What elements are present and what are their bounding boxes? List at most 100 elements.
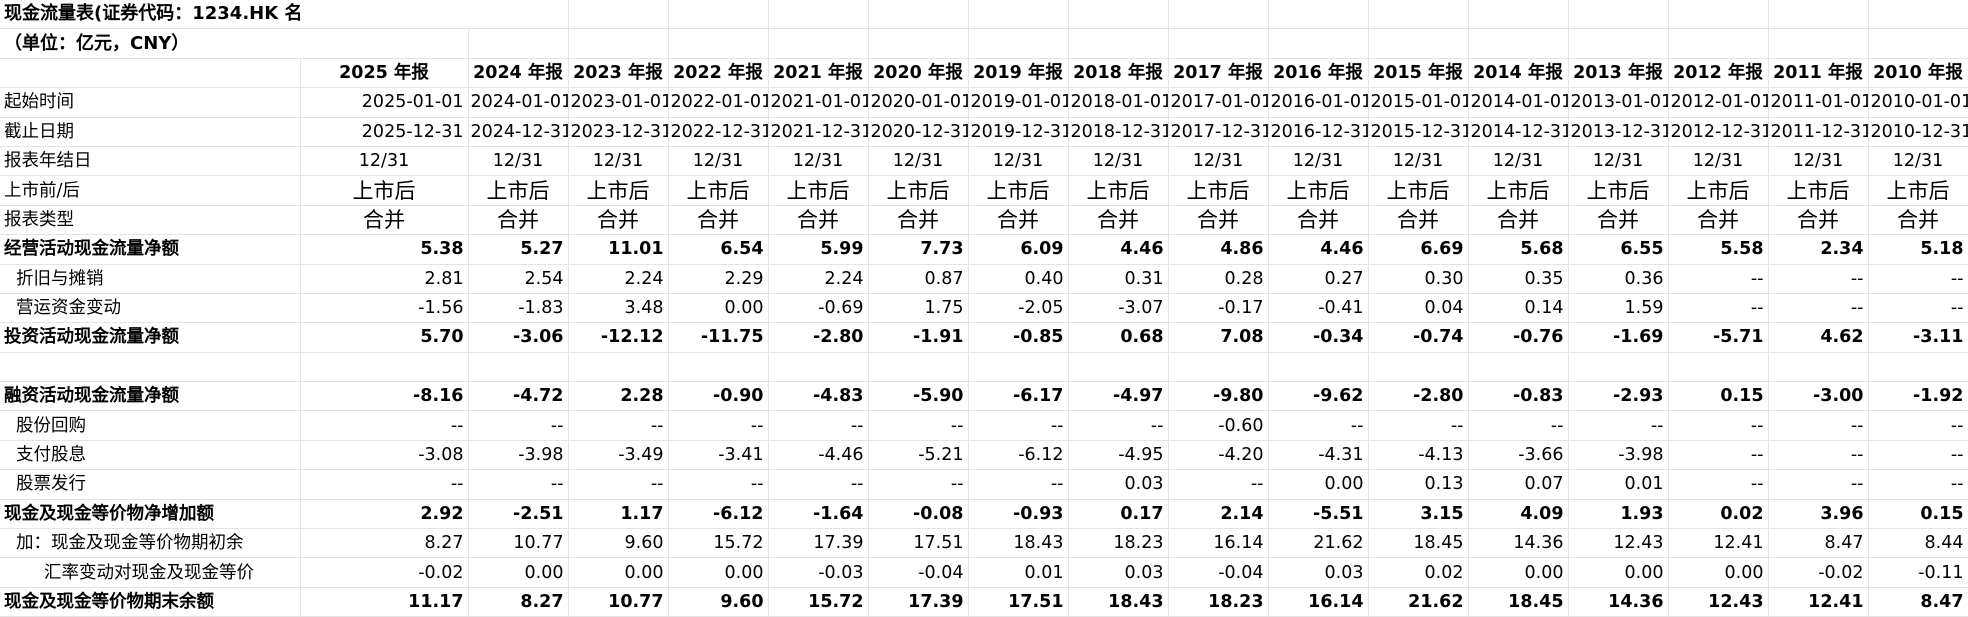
year-header[interactable]: 2020 年报 [868, 58, 969, 89]
value-cell[interactable]: -4.20 [1168, 440, 1269, 471]
value-cell[interactable]: 14.36 [1468, 528, 1569, 559]
value-cell[interactable]: -0.41 [1268, 293, 1369, 324]
info-cell[interactable]: 合并 [1568, 205, 1669, 236]
info-cell[interactable]: 上市后 [1668, 175, 1769, 206]
info-cell[interactable]: 合并 [868, 205, 969, 236]
info-cell[interactable]: 上市后 [768, 175, 869, 206]
info-cell[interactable]: 2018-12-31 [1068, 117, 1169, 147]
info-cell[interactable]: 2021-01-01 [768, 87, 869, 118]
value-cell[interactable]: 2.92 [300, 499, 469, 530]
value-cell[interactable]: 2.28 [568, 381, 669, 412]
info-cell[interactable]: 2019-01-01 [968, 87, 1069, 118]
value-cell[interactable]: 0.14 [1468, 293, 1569, 324]
value-cell[interactable]: 17.51 [968, 587, 1069, 617]
info-cell[interactable]: 2010-01-01 [1868, 87, 1968, 118]
value-cell[interactable]: 4.46 [1268, 234, 1369, 265]
value-cell[interactable]: 0.03 [1268, 557, 1369, 588]
value-cell[interactable]: 15.72 [668, 528, 769, 559]
value-cell[interactable]: -0.02 [1768, 557, 1869, 588]
value-cell[interactable]: 6.09 [968, 234, 1069, 265]
info-cell[interactable]: 合并 [1468, 205, 1569, 236]
value-cell[interactable]: -0.93 [968, 499, 1069, 530]
info-cell[interactable]: 2013-01-01 [1568, 87, 1669, 118]
info-cell[interactable]: 2020-12-31 [868, 117, 969, 147]
info-cell[interactable]: 合并 [300, 205, 469, 236]
value-cell[interactable]: -3.06 [468, 322, 569, 353]
value-cell[interactable]: -- [1668, 293, 1769, 324]
info-cell[interactable]: 12/31 [568, 146, 669, 177]
value-cell[interactable]: 2.14 [1168, 499, 1269, 530]
value-cell[interactable]: 12.41 [1768, 587, 1869, 617]
value-cell[interactable]: 0.01 [968, 557, 1069, 588]
value-cell[interactable]: -- [868, 469, 969, 500]
value-cell[interactable]: -- [1068, 410, 1169, 441]
value-cell[interactable]: 11.01 [568, 234, 669, 265]
year-header[interactable]: 2017 年报 [1168, 58, 1269, 89]
info-cell[interactable]: 上市后 [1168, 175, 1269, 206]
value-cell[interactable]: 12.41 [1668, 528, 1769, 559]
value-cell[interactable]: -- [668, 410, 769, 441]
value-cell[interactable]: -4.83 [768, 381, 869, 412]
value-cell[interactable]: -0.11 [1868, 557, 1968, 588]
value-cell[interactable]: -1.91 [868, 322, 969, 353]
value-cell[interactable]: -0.69 [768, 293, 869, 324]
value-cell[interactable]: 2.24 [768, 264, 869, 294]
value-cell[interactable]: -- [968, 410, 1069, 441]
value-cell[interactable]: -1.56 [300, 293, 469, 324]
info-cell[interactable]: 上市后 [1368, 175, 1469, 206]
value-cell[interactable]: -- [768, 469, 869, 500]
value-cell[interactable]: 6.55 [1568, 234, 1669, 265]
info-cell[interactable]: 12/31 [1168, 146, 1269, 177]
year-header[interactable]: 2013 年报 [1568, 58, 1669, 89]
info-cell[interactable]: 2011-01-01 [1768, 87, 1869, 118]
info-cell[interactable]: 合并 [1168, 205, 1269, 236]
value-cell[interactable]: 5.99 [768, 234, 869, 265]
info-cell[interactable]: 2022-01-01 [668, 87, 769, 118]
value-cell[interactable]: -4.46 [768, 440, 869, 471]
value-cell[interactable]: -0.34 [1268, 322, 1369, 353]
info-cell[interactable]: 12/31 [1068, 146, 1169, 177]
value-cell[interactable]: -- [768, 410, 869, 441]
info-cell[interactable]: 2020-01-01 [868, 87, 969, 118]
year-header[interactable]: 2012 年报 [1668, 58, 1769, 89]
value-cell[interactable]: -3.49 [568, 440, 669, 471]
value-cell[interactable]: 1.93 [1568, 499, 1669, 530]
value-cell[interactable]: 16.14 [1168, 528, 1269, 559]
value-cell[interactable]: 0.30 [1368, 264, 1469, 294]
value-cell[interactable]: 0.00 [1268, 469, 1369, 500]
value-cell[interactable]: -6.12 [968, 440, 1069, 471]
info-cell[interactable]: 2011-12-31 [1768, 117, 1869, 147]
value-cell[interactable]: -4.13 [1368, 440, 1469, 471]
value-cell[interactable]: 0.04 [1368, 293, 1469, 324]
value-cell[interactable]: 18.45 [1368, 528, 1469, 559]
value-cell[interactable]: -- [1768, 410, 1869, 441]
value-cell[interactable]: 0.40 [968, 264, 1069, 294]
value-cell[interactable]: 18.43 [1068, 587, 1169, 617]
year-header[interactable]: 2021 年报 [768, 58, 869, 89]
info-cell[interactable]: 合并 [968, 205, 1069, 236]
value-cell[interactable]: 12.43 [1568, 528, 1669, 559]
value-cell[interactable]: 6.69 [1368, 234, 1469, 265]
value-cell[interactable]: -- [468, 410, 569, 441]
info-cell[interactable]: 上市后 [1568, 175, 1669, 206]
value-cell[interactable]: -0.04 [1168, 557, 1269, 588]
info-cell[interactable]: 2015-12-31 [1368, 117, 1469, 147]
info-cell[interactable]: 12/31 [1768, 146, 1869, 177]
info-cell[interactable]: 上市后 [1068, 175, 1169, 206]
info-cell[interactable]: 2010-12-31 [1868, 117, 1968, 147]
year-header[interactable]: 2016 年报 [1268, 58, 1369, 89]
value-cell[interactable]: 0.00 [1668, 557, 1769, 588]
info-cell[interactable]: 2021-12-31 [768, 117, 869, 147]
value-cell[interactable]: -- [1668, 264, 1769, 294]
value-cell[interactable]: 5.38 [300, 234, 469, 265]
info-cell[interactable]: 2017-01-01 [1168, 87, 1269, 118]
value-cell[interactable]: 12.43 [1668, 587, 1769, 617]
year-header[interactable]: 2010 年报 [1868, 58, 1968, 89]
value-cell[interactable]: 0.15 [1668, 381, 1769, 412]
info-cell[interactable]: 上市后 [468, 175, 569, 206]
value-cell[interactable]: 4.09 [1468, 499, 1569, 530]
value-cell[interactable]: -6.12 [668, 499, 769, 530]
info-cell[interactable]: 2024-01-01 [468, 87, 569, 118]
value-cell[interactable]: 9.60 [668, 587, 769, 617]
year-header[interactable]: 2022 年报 [668, 58, 769, 89]
